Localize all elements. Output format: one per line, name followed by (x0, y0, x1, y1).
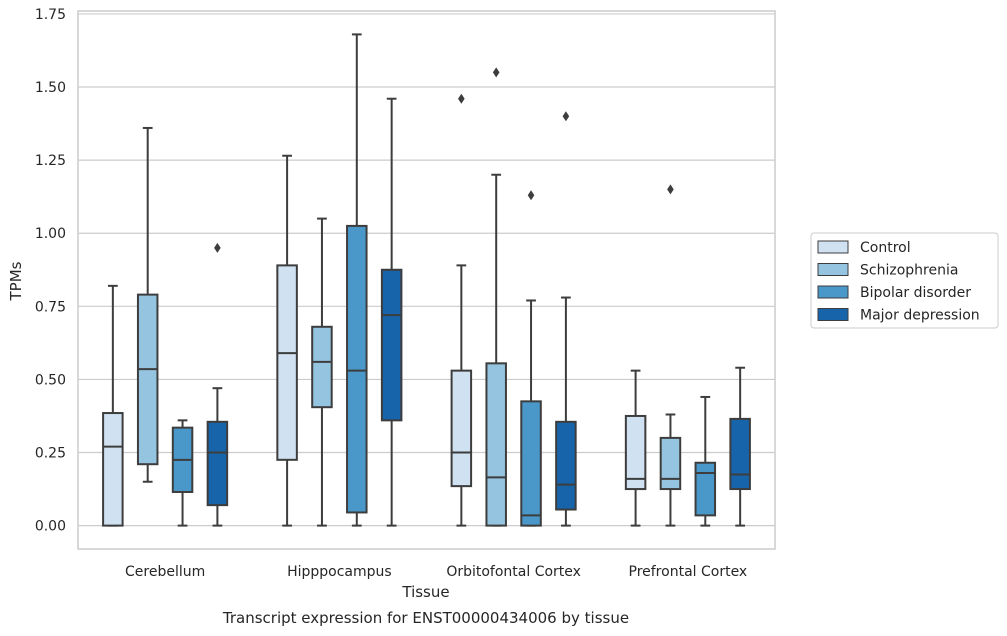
chart-caption: Transcript expression for ENST0000043400… (222, 609, 629, 627)
box (694, 461, 717, 517)
legend-swatch (817, 308, 849, 321)
y-tick-label: 0.75 (35, 299, 66, 315)
legend-label: Control (860, 240, 911, 256)
series-control (102, 93, 647, 527)
y-tick-label: 0.50 (35, 372, 66, 388)
outlier-point (562, 111, 570, 122)
x-axis-label: Tissue (401, 583, 449, 601)
legend-label: Major depression (860, 308, 980, 324)
y-tick-label: 0.00 (35, 519, 66, 535)
gridlines (78, 13, 775, 527)
box-series (102, 33, 751, 527)
x-tick-label: Orbitofontal Cortex (446, 564, 581, 580)
box (276, 264, 298, 461)
box (450, 369, 473, 488)
outlier-point (667, 184, 674, 195)
y-tick-label: 0.25 (35, 446, 66, 462)
x-axis-ticks: Cerebellum Hipppocampus Orbitofontal Corte… (125, 564, 747, 580)
legend-swatch (817, 285, 849, 299)
series-schizophrenia (136, 67, 682, 527)
box (520, 400, 542, 527)
y-tick-label: 1.50 (35, 80, 66, 96)
series-major-depression (206, 97, 751, 527)
y-tick-label: 1.75 (35, 7, 66, 23)
y-tick-label: 1.00 (35, 226, 66, 242)
legend: Control Schizophrenia Bipolar disorder Majo… (810, 232, 999, 329)
x-tick-label: Hipppocampus (287, 564, 392, 580)
legend-label: Bipolar disorder (860, 285, 971, 301)
box (206, 420, 229, 507)
box (311, 325, 333, 409)
box (555, 420, 577, 511)
y-tick-label: 1.25 (35, 153, 66, 169)
legend-label: Schizophrenia (860, 263, 958, 279)
legend-swatch (817, 240, 849, 254)
box (624, 414, 647, 491)
box (729, 417, 751, 491)
x-tick-label: Prefrontal Cortex (629, 564, 748, 580)
y-axis-ticks: 0.00 0.25 0.50 0.75 1.00 1.25 1.50 1.75 (35, 7, 66, 535)
box (659, 436, 682, 491)
legend-swatch (817, 263, 849, 276)
legend-frame (810, 232, 999, 329)
box (136, 293, 159, 466)
box (485, 362, 507, 527)
x-tick-label: Cerebellum (125, 564, 205, 580)
y-axis-label: TPMs (7, 261, 25, 301)
outlier-point (458, 93, 465, 104)
plot-area-frame (77, 10, 776, 550)
outlier-point (492, 67, 500, 78)
box (102, 412, 124, 527)
outlier-point (214, 242, 221, 253)
box (346, 224, 368, 514)
series-bipolar-disorder (171, 33, 717, 527)
box (380, 268, 403, 422)
outlier-point (527, 190, 535, 201)
